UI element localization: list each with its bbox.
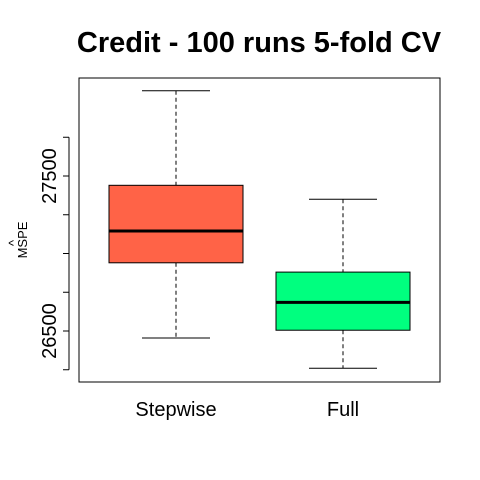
y-axis: 26500 27500 <box>39 136 70 371</box>
x-tick-label: Stepwise <box>135 399 216 421</box>
boxes <box>108 90 411 369</box>
box-stepwise <box>108 90 244 339</box>
y-axis-label: MSPE ^ <box>6 221 30 258</box>
box-body <box>108 184 244 264</box>
y-tick-label: 27500 <box>39 148 61 204</box>
plot-frame <box>78 77 441 383</box>
y-axis-title: MSPE <box>15 221 30 258</box>
x-tick-label: Full <box>327 399 359 421</box>
x-axis: Stepwise Full <box>135 399 359 421</box>
y-axis-title-accent: ^ <box>6 239 21 246</box>
y-tick-label: 26500 <box>39 303 61 359</box>
box-full <box>275 198 411 369</box>
chart-title: Credit - 100 runs 5-fold CV <box>77 27 442 59</box>
